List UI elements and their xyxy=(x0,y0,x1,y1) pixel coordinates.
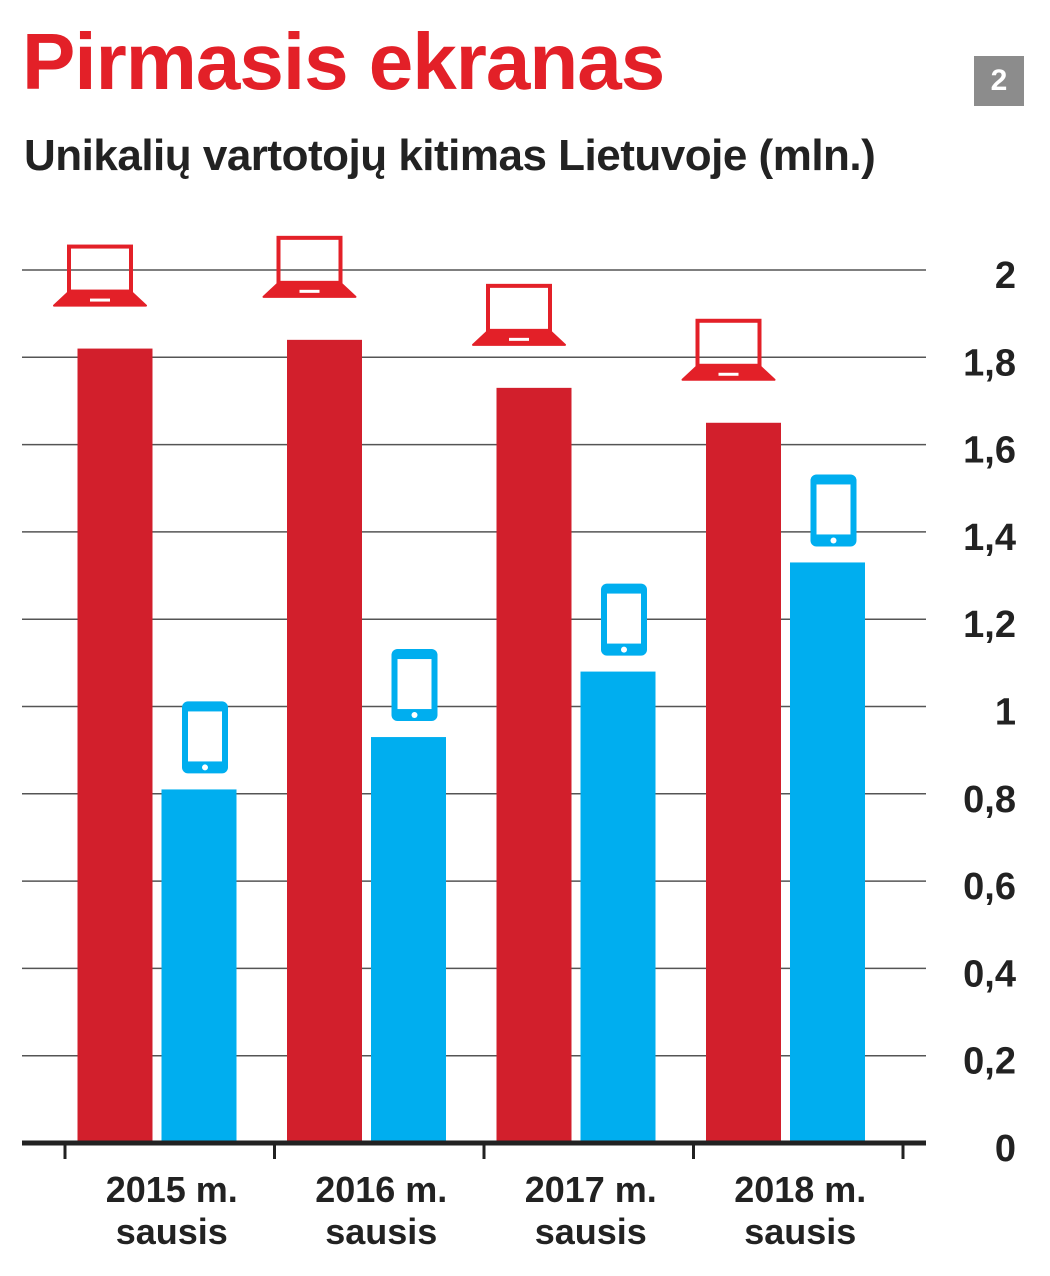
bar xyxy=(706,422,781,1143)
bar xyxy=(371,737,446,1143)
x-tick-label: 2016 m. sausis xyxy=(315,1169,447,1252)
y-tick-label: 1,8 xyxy=(963,342,1016,384)
chart-subtitle: Unikalių vartotojų kitimas Lietuvoje (ml… xyxy=(24,131,876,180)
y-tick-label: 2 xyxy=(995,255,1016,297)
bar xyxy=(496,387,572,1144)
y-tick-label: 1,4 xyxy=(963,517,1016,559)
laptop-icon xyxy=(681,318,776,381)
laptop-icon xyxy=(472,283,566,346)
bar xyxy=(161,789,237,1143)
page-number-badge: 2 xyxy=(974,56,1024,106)
tablet-icon xyxy=(391,649,438,722)
tablet-icon xyxy=(182,701,228,774)
x-tick-label: 2015 m. sausis xyxy=(106,1169,238,1252)
laptop-icon xyxy=(262,235,357,298)
y-tick-label: 0,6 xyxy=(963,866,1016,908)
bar xyxy=(790,562,865,1143)
tablet-icon xyxy=(601,583,647,656)
bar xyxy=(580,671,656,1143)
bar xyxy=(287,339,362,1144)
tablet-icon xyxy=(810,474,857,547)
y-tick-label: 0,2 xyxy=(963,1041,1016,1083)
y-tick-label: 0 xyxy=(995,1128,1016,1170)
bar xyxy=(77,348,153,1143)
x-tick-label: 2018 m. sausis xyxy=(734,1169,866,1252)
y-tick-label: 1,2 xyxy=(963,604,1016,646)
y-tick-label: 1 xyxy=(995,692,1016,734)
laptop-icon xyxy=(53,244,147,307)
y-tick-label: 0,4 xyxy=(963,953,1016,995)
x-tick-label: 2017 m. sausis xyxy=(525,1169,657,1252)
y-tick-label: 0,8 xyxy=(963,779,1016,821)
chart-title: Pirmasis ekranas xyxy=(22,17,665,106)
y-tick-label: 1,6 xyxy=(963,430,1016,472)
